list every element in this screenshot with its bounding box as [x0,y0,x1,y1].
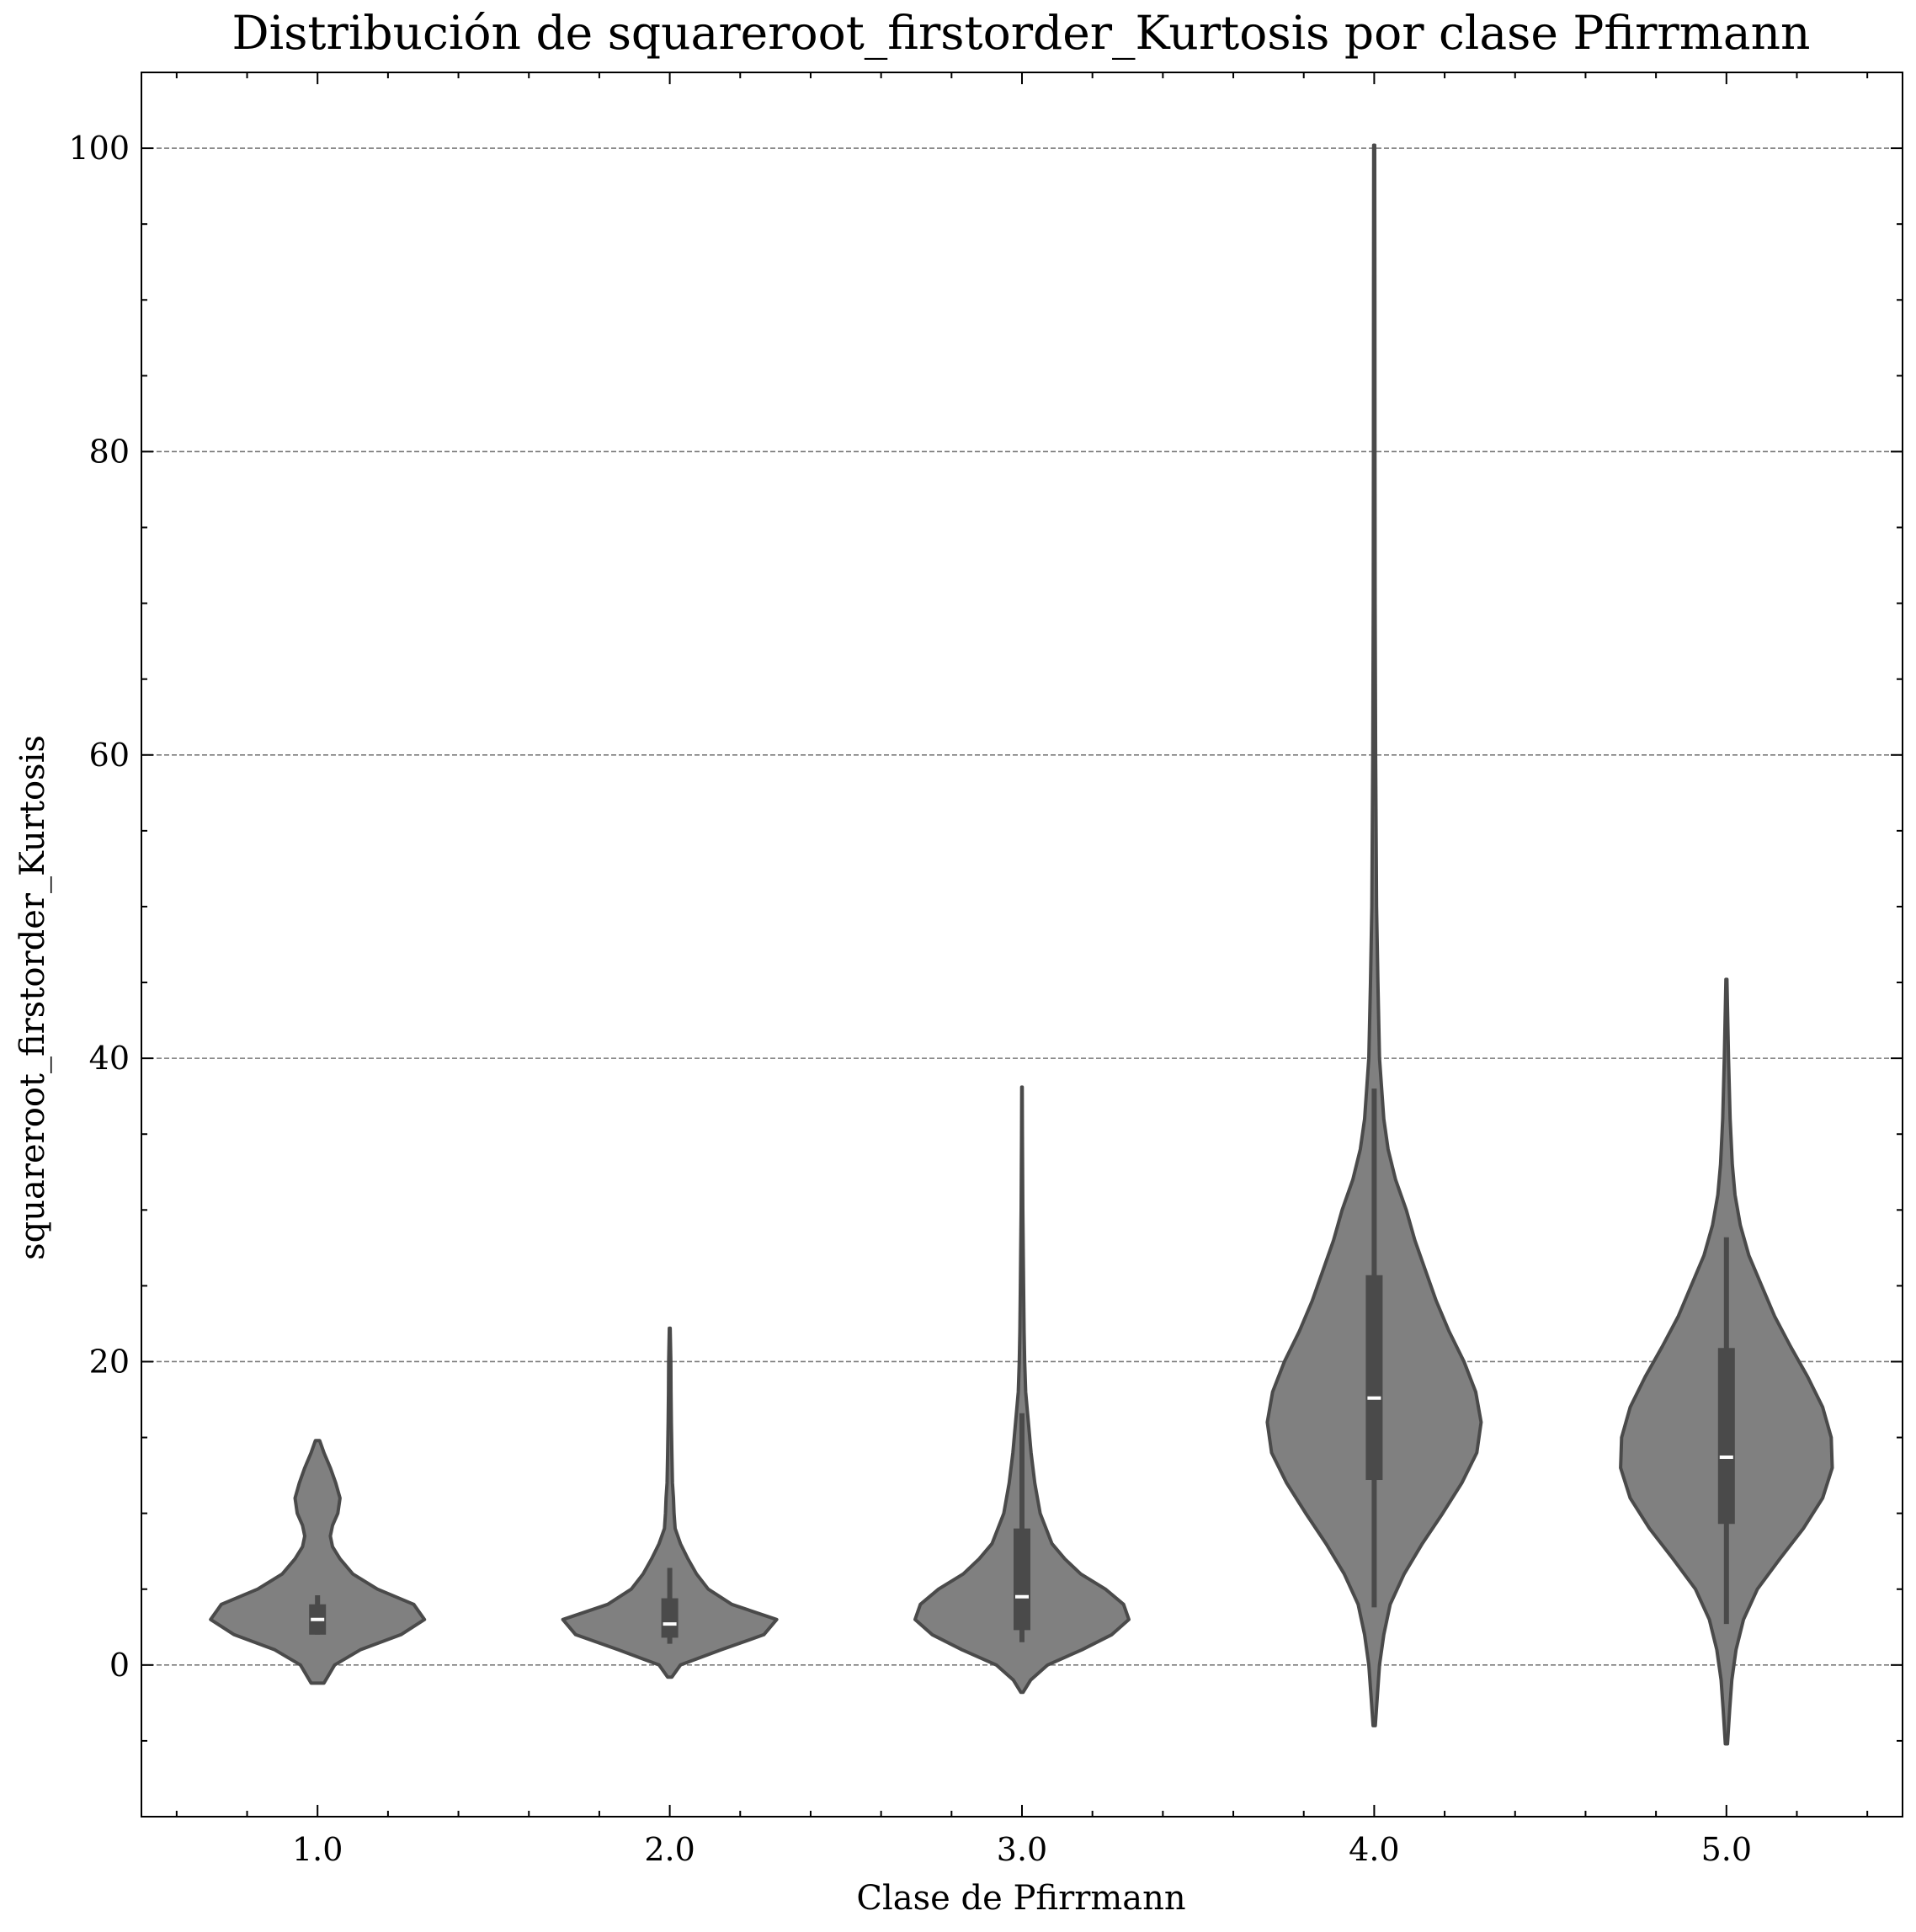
y-tick-label: 20 [89,1343,130,1380]
violin-iqr-box-4.0 [1365,1275,1383,1481]
chart-title: Distribución de squareroot_firstorder_Ku… [232,6,1811,60]
x-axis-label: Clase de Pfirrmann [856,1879,1185,1918]
violin-iqr-box-2.0 [661,1598,679,1638]
y-tick-label: 0 [109,1647,130,1684]
x-tick-label: 2.0 [644,1831,695,1868]
violin-body-2.0 [561,1326,779,1679]
violin-body-4.0 [1265,143,1483,1727]
violin-iqr-box-3.0 [1014,1528,1030,1631]
y-tick-label: 60 [89,737,130,774]
axes: 0 20 40 60 80 100 1.0 2.0 3.0 4.0 5.0 [68,72,1903,1868]
x-tick-label: 4.0 [1349,1831,1399,1868]
violin-body-3.0 [913,1085,1131,1695]
x-tick-label: 3.0 [997,1831,1047,1868]
x-tick-label: 5.0 [1701,1831,1752,1868]
violins [209,143,1834,1746]
y-tick-label: 40 [89,1040,130,1077]
violin-iqr-box-5.0 [1717,1348,1735,1525]
x-tick-label: 1.0 [292,1831,343,1868]
y-axis-label: squareroot_firstorder_Kurtosis [13,735,52,1260]
y-tick-label: 80 [89,433,130,470]
violin-body-1.0 [209,1439,427,1685]
y-tick-label: 100 [68,130,130,167]
